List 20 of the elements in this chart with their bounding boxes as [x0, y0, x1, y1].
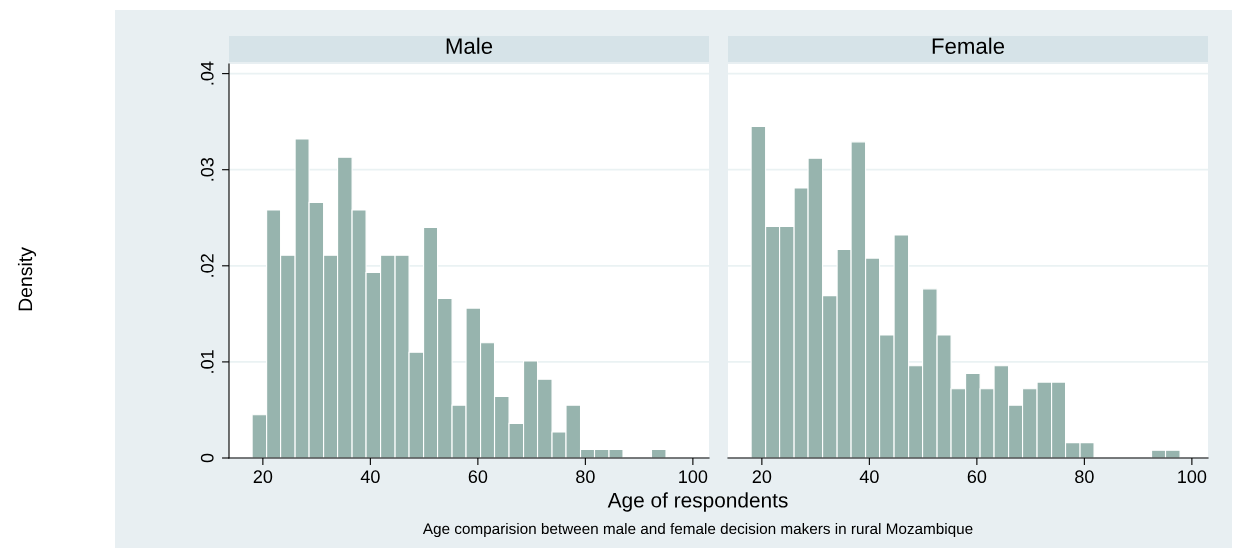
x-tick-label: 100 — [679, 470, 708, 484]
chart-title: Female — [932, 37, 1005, 54]
text: Age comparision between male and female decision makers in rural Mozambique — [422, 522, 973, 538]
x-tick-label: 20 — [253, 470, 273, 484]
x-axis-title: Age of respondents — [607, 492, 788, 512]
y-axis-title: Density — [17, 247, 37, 311]
chart-title: Male — [446, 37, 493, 54]
x-tick-label: 100 — [1178, 470, 1207, 484]
x-tick-label: 40 — [360, 470, 380, 484]
x-tick-label: 20 — [752, 470, 772, 484]
x-tick-label: 80 — [1075, 470, 1094, 484]
y-tick-label: 0 — [200, 453, 214, 463]
y-tick-label: .01 — [200, 350, 214, 373]
y-tick-label: .03 — [200, 157, 214, 181]
x-tick-label: 80 — [576, 470, 595, 484]
x-tick-label: 40 — [859, 470, 879, 484]
y-tick-label: .02 — [200, 254, 214, 277]
x-tick-label: 60 — [967, 470, 987, 484]
y-tick-label: .04 — [200, 61, 214, 85]
x-tick-label: 60 — [468, 470, 488, 484]
